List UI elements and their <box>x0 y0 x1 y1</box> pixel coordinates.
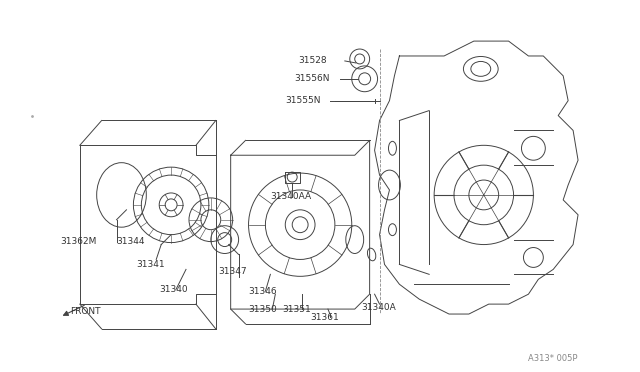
Text: 31350: 31350 <box>248 305 277 314</box>
Text: 31340AA: 31340AA <box>270 192 312 201</box>
Text: 31361: 31361 <box>310 312 339 321</box>
Text: 31528: 31528 <box>298 57 327 65</box>
Text: 31340A: 31340A <box>362 302 396 312</box>
Text: 31362M: 31362M <box>60 237 97 246</box>
Text: 31351: 31351 <box>282 305 311 314</box>
Text: 31346: 31346 <box>248 287 277 296</box>
Text: 31347: 31347 <box>219 267 248 276</box>
Text: 31555N: 31555N <box>285 96 321 105</box>
Text: A313* 005P: A313* 005P <box>529 354 578 363</box>
Text: 31340: 31340 <box>159 285 188 294</box>
Text: 31341: 31341 <box>136 260 165 269</box>
Text: 31344: 31344 <box>116 237 145 246</box>
Text: FRONT: FRONT <box>70 307 100 315</box>
Text: 31556N: 31556N <box>294 74 330 83</box>
